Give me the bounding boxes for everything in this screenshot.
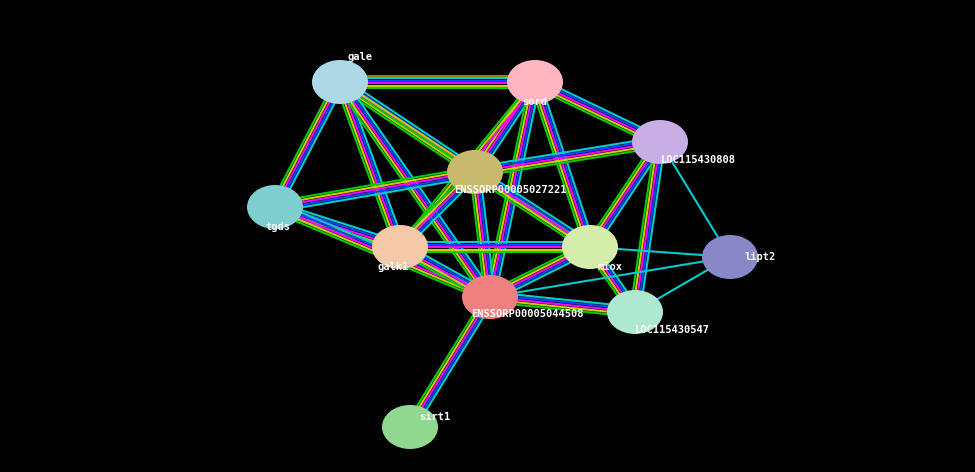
Text: tgds: tgds [265,222,291,232]
Text: gale: gale [347,52,372,62]
Ellipse shape [507,60,563,104]
Ellipse shape [607,290,663,334]
Text: lipt2: lipt2 [744,252,776,262]
Ellipse shape [312,60,368,104]
Text: LOC115430808: LOC115430808 [660,155,735,165]
Ellipse shape [702,235,758,279]
Text: galk1: galk1 [377,262,409,272]
Text: ENSSORP00005044508: ENSSORP00005044508 [471,309,583,319]
Ellipse shape [382,405,438,449]
Text: sirt1: sirt1 [419,412,450,422]
Text: sord: sord [523,97,548,107]
Ellipse shape [462,275,518,319]
Text: ENSSORP00005027221: ENSSORP00005027221 [453,185,566,195]
Ellipse shape [247,185,303,229]
Ellipse shape [632,120,688,164]
Ellipse shape [562,225,618,269]
Ellipse shape [372,225,428,269]
Text: miox: miox [598,262,622,272]
Ellipse shape [447,150,503,194]
Text: LOC115430547: LOC115430547 [635,325,710,335]
